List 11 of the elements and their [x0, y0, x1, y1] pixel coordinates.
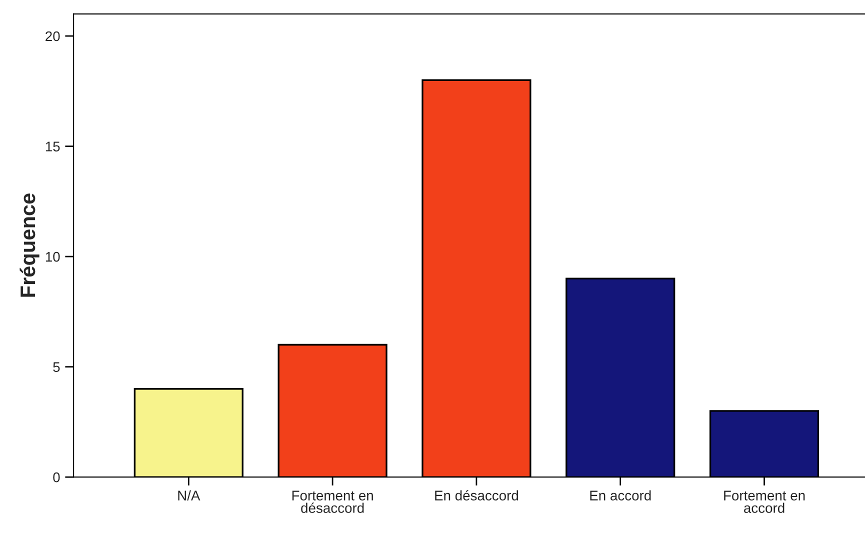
- x-tick-label: N/A: [178, 490, 200, 500]
- y-tick-label: 15: [46, 142, 60, 152]
- y-axis-title: Fréquence: [20, 194, 40, 297]
- x-tick-label: Fortement en accord: [724, 490, 805, 513]
- x-tick-label: Fortement en désaccord: [292, 490, 373, 513]
- x-tick-label: En désaccord: [435, 490, 518, 500]
- y-tick-label: 20: [46, 31, 60, 42]
- y-tick-label: 5: [53, 362, 60, 372]
- x-tick-label: En accord: [590, 490, 651, 500]
- y-tick-label: 10: [46, 252, 60, 262]
- y-tick-label: 0: [53, 472, 60, 482]
